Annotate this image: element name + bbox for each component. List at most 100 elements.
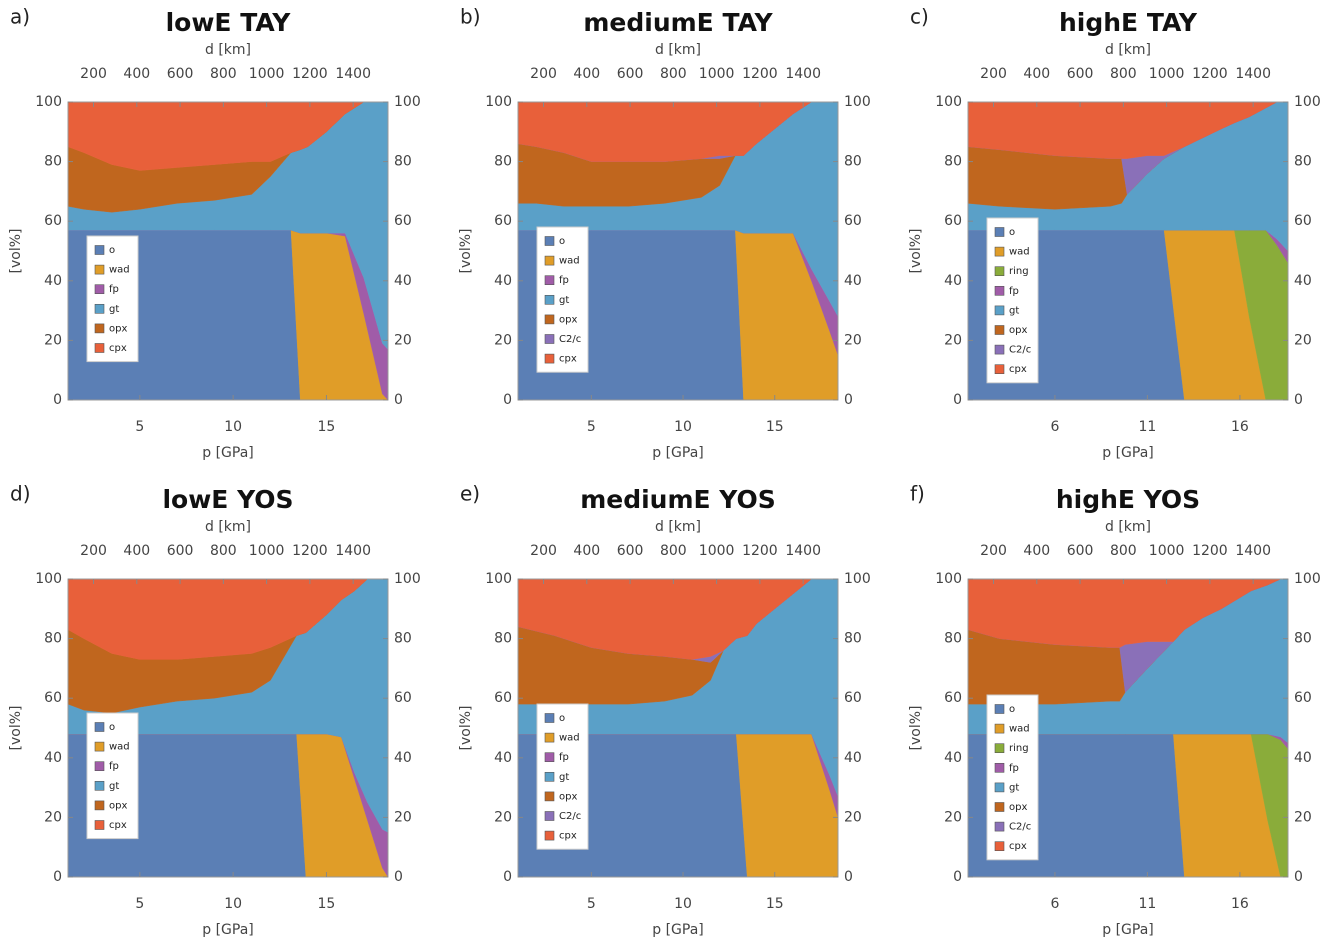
legend-box [986,694,1039,861]
legend-label: opx [1009,325,1027,336]
y-axis-label: [vol%] [8,706,24,751]
legend-label: o [1009,704,1015,715]
legend-swatch [994,723,1005,734]
x-tick-label: 15 [318,896,336,912]
legend-swatch [994,285,1005,296]
plot-frame [517,101,839,401]
legend-label: gt [109,781,119,792]
x2-tick-label: 1000 [1149,543,1185,559]
legend-label: cpx [1009,841,1027,852]
legend-swatch [544,713,555,723]
y-axis-label: [vol%] [908,229,924,274]
legend-label: o [559,713,565,724]
legend-swatch [544,732,555,743]
y-tick-label: 40 [944,750,962,766]
y-axis-label: [vol%] [458,706,474,751]
legend-swatch [994,743,1005,754]
y-tick-label: 60 [494,690,512,706]
x2-tick-label: 200 [80,543,107,559]
y-tick-label: 0 [503,869,512,885]
legend-swatch [94,761,105,772]
x2-tick-label: 200 [530,543,557,559]
panel-label: c) [910,5,929,29]
legend-label: fp [109,284,119,295]
y-tick-label: 0 [953,869,962,885]
plot-frame [517,578,839,878]
y2-tick-label: 40 [844,273,862,289]
chart-title: highE YOS [1056,485,1200,514]
x-tick-label: 5 [587,896,596,912]
y-tick-label: 60 [944,213,962,229]
y-tick-label: 40 [494,750,512,766]
y2-tick-label: 100 [394,94,421,110]
x-tick-label: 10 [224,896,242,912]
y-tick-label: 20 [944,809,962,825]
legend-label: cpx [559,831,577,842]
legend-swatch [94,303,105,314]
legend-swatch [994,325,1005,335]
x2-tick-label: 1000 [699,66,735,82]
y-tick-label: 40 [44,750,62,766]
legend: o wad fp gt opx cpx [86,712,139,840]
x2-tick-label: 1400 [785,66,821,82]
x2-axis-label: d [km] [205,42,251,58]
legend-label: wad [109,742,130,753]
x2-tick-label: 1400 [335,543,371,559]
x-tick-label: 15 [766,419,784,435]
y-tick-label: 100 [485,571,512,587]
legend-swatch [994,266,1005,277]
y2-tick-label: 20 [844,809,862,825]
x2-tick-label: 800 [1110,543,1137,559]
legend-swatch [994,227,1005,237]
y-axis-label: [vol%] [8,229,24,274]
y-axis-label: [vol%] [908,706,924,751]
y2-tick-label: 40 [394,273,412,289]
x2-tick-label: 1000 [699,543,735,559]
x2-tick-label: 400 [123,543,150,559]
panel-label: b) [460,5,481,29]
y-tick-label: 80 [494,631,512,647]
legend-swatch [544,255,555,266]
legend-swatch [994,821,1005,832]
legend-swatch [544,811,555,821]
legend-label: C2/c [559,334,581,345]
x2-tick-label: 600 [1067,543,1094,559]
x-tick-label: 11 [1139,896,1157,912]
panel-label: d) [10,482,31,506]
y2-tick-label: 20 [1294,332,1312,348]
y2-tick-label: 100 [1294,94,1321,110]
plot-frame [967,578,1289,878]
x2-tick-label: 1200 [742,543,778,559]
x2-tick-label: 1200 [742,66,778,82]
y2-tick-label: 80 [1294,631,1312,647]
panel-label: a) [10,5,30,29]
legend: o wad ring fp gt opx C2/c cpx [986,694,1039,861]
legend-label: opx [559,314,577,325]
y2-tick-label: 100 [394,571,421,587]
legend-swatch [994,782,1005,793]
legend-swatch [994,344,1005,355]
panel-label: e) [460,482,480,506]
x2-tick-label: 600 [1067,66,1094,82]
legend-swatch [544,275,555,286]
legend-swatch [94,780,105,791]
legend-swatch [544,236,555,246]
x-tick-label: 5 [587,419,596,435]
y-tick-label: 80 [44,631,62,647]
x2-tick-label: 600 [617,543,644,559]
chart-title: lowE TAY [166,8,292,37]
legend-swatch [94,284,105,295]
y2-tick-label: 60 [394,213,412,229]
legend-label: fp [559,275,569,286]
y-tick-label: 100 [935,571,962,587]
legend-label: fp [1009,763,1019,774]
y2-tick-label: 100 [1294,571,1321,587]
y-tick-label: 20 [494,809,512,825]
y-tick-label: 40 [494,273,512,289]
legend-swatch [994,305,1005,316]
x-tick-label: 16 [1231,419,1249,435]
legend-label: wad [559,256,580,267]
legend-label: opx [109,323,127,334]
legend-swatch [544,314,555,325]
y2-tick-label: 20 [1294,809,1312,825]
